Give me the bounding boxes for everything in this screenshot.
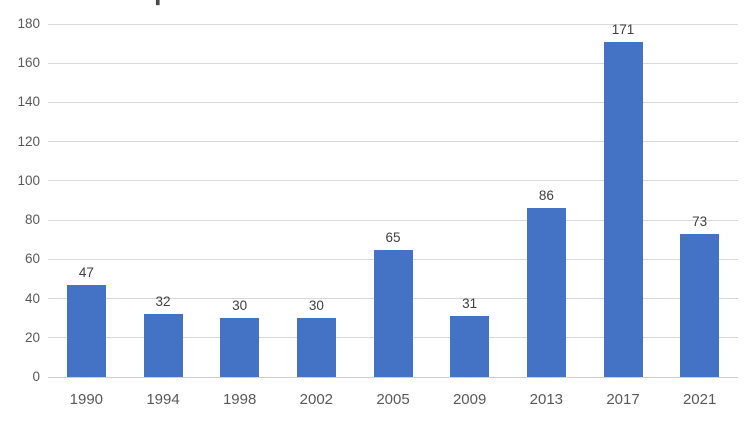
x-tick-label: 1998	[222, 391, 257, 408]
bar-2002	[296, 318, 336, 377]
value-label-2013: 86	[538, 188, 554, 204]
x-tick-label: 2009	[452, 391, 487, 408]
bar-1994	[143, 314, 183, 377]
gridline	[48, 62, 738, 64]
x-tick-label: 2005	[376, 391, 410, 408]
x-axis-line	[48, 376, 738, 378]
y-tick-label: 20	[24, 329, 40, 345]
x-tick-label: 2021	[682, 391, 717, 408]
bar-2005	[373, 249, 413, 377]
bar-2017	[603, 41, 643, 377]
x-tick-label: 2017	[606, 391, 640, 408]
value-label-2009: 31	[462, 296, 478, 312]
bar-1990	[66, 284, 106, 377]
value-label-2005: 65	[385, 229, 401, 245]
x-tick-label: 1994	[146, 391, 180, 408]
truncated-title-glyph: ▮	[155, 0, 161, 6]
value-label-1990: 47	[78, 264, 94, 280]
y-tick-label: 60	[24, 251, 40, 267]
y-tick-label: 100	[17, 172, 40, 188]
y-tick-label: 160	[17, 55, 40, 71]
gridline	[48, 23, 738, 25]
truncated-title-fragment-icon: ▮	[155, 0, 162, 6]
bar-1998	[220, 318, 260, 377]
gridline	[48, 141, 738, 143]
x-tick-label: 2013	[529, 391, 564, 408]
gridline	[48, 180, 738, 182]
bar-2013	[526, 208, 566, 377]
value-label-2017: 171	[611, 21, 635, 37]
x-tick-label: 1990	[69, 391, 104, 408]
value-label-2002: 30	[308, 298, 324, 314]
gridline	[48, 101, 738, 103]
y-tick-label: 120	[17, 133, 40, 149]
x-tick-label: 2002	[299, 391, 334, 408]
y-tick-label: 40	[24, 290, 40, 306]
gridline	[48, 219, 738, 221]
y-tick-label: 0	[32, 369, 40, 384]
bar-2021	[680, 233, 720, 377]
value-label-1994: 32	[155, 294, 171, 310]
value-label-2021: 73	[692, 213, 708, 229]
value-label-1998: 30	[232, 298, 248, 314]
y-tick-label: 80	[24, 212, 40, 228]
y-tick-label: 140	[17, 94, 40, 110]
bar-2009	[450, 316, 490, 377]
y-tick-label: 180	[17, 16, 40, 31]
